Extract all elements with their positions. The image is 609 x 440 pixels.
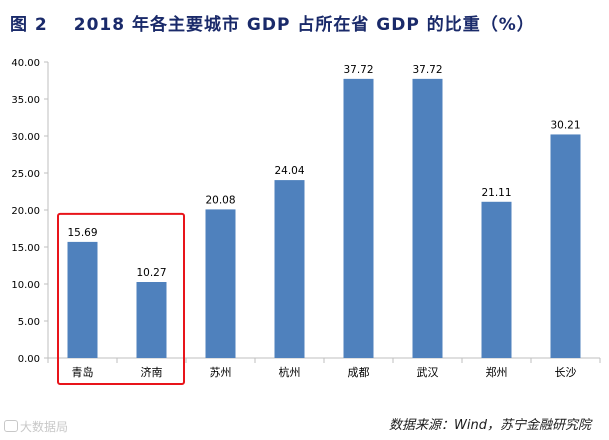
x-tick-label: 武汉 xyxy=(417,366,439,379)
bar-长沙 xyxy=(550,134,581,358)
data-label: 24.04 xyxy=(274,165,304,177)
x-tick-label: 杭州 xyxy=(279,365,301,379)
title-text: 2018 年各主要城市 GDP 占所在省 GDP 的比重（%） xyxy=(73,15,535,35)
y-tick-label: 20.00 xyxy=(11,206,40,217)
data-label: 20.08 xyxy=(205,194,235,206)
y-tick-label: 5.00 xyxy=(18,317,40,328)
bar-成都 xyxy=(343,78,374,358)
y-tick-label: 35.00 xyxy=(11,95,40,106)
y-tick-label: 10.00 xyxy=(11,280,40,291)
x-tick-label: 苏州 xyxy=(210,366,232,379)
y-tick-label: 40.00 xyxy=(11,58,40,69)
bar-武汉 xyxy=(412,78,443,358)
x-tick-label: 青岛 xyxy=(72,365,94,379)
data-label: 10.27 xyxy=(136,267,166,279)
bar-济南 xyxy=(136,282,167,358)
data-label: 21.11 xyxy=(481,187,511,199)
data-label: 30.21 xyxy=(550,119,580,131)
data-label: 37.72 xyxy=(343,64,373,76)
figure-label: 图 2 xyxy=(10,15,48,35)
x-tick-label: 成都 xyxy=(348,366,370,379)
y-tick-label: 15.00 xyxy=(11,243,40,254)
x-tick-label: 郑州 xyxy=(486,365,508,379)
x-tick-label: 济南 xyxy=(141,365,163,379)
highlight-box xyxy=(57,212,185,385)
data-label: 15.69 xyxy=(67,227,97,239)
bar-郑州 xyxy=(481,201,512,358)
chart-title: 图 2 2018 年各主要城市 GDP 占所在省 GDP 的比重（%） xyxy=(10,10,605,44)
bar-杭州 xyxy=(274,180,305,358)
x-tick-label: 长沙 xyxy=(555,366,577,379)
y-tick-label: 0.00 xyxy=(18,354,40,365)
watermark-text: 大数据局 xyxy=(20,420,69,434)
y-tick-label: 30.00 xyxy=(11,132,40,143)
data-label: 37.72 xyxy=(412,64,442,76)
watermark: 大数据局 xyxy=(4,418,68,435)
source-note: 数据来源：Wind，苏宁金融研究院 xyxy=(389,418,591,433)
bar-青岛 xyxy=(67,241,98,358)
y-tick-label: 25.00 xyxy=(11,169,40,180)
bar-苏州 xyxy=(205,209,236,358)
watermark-icon xyxy=(4,420,18,432)
